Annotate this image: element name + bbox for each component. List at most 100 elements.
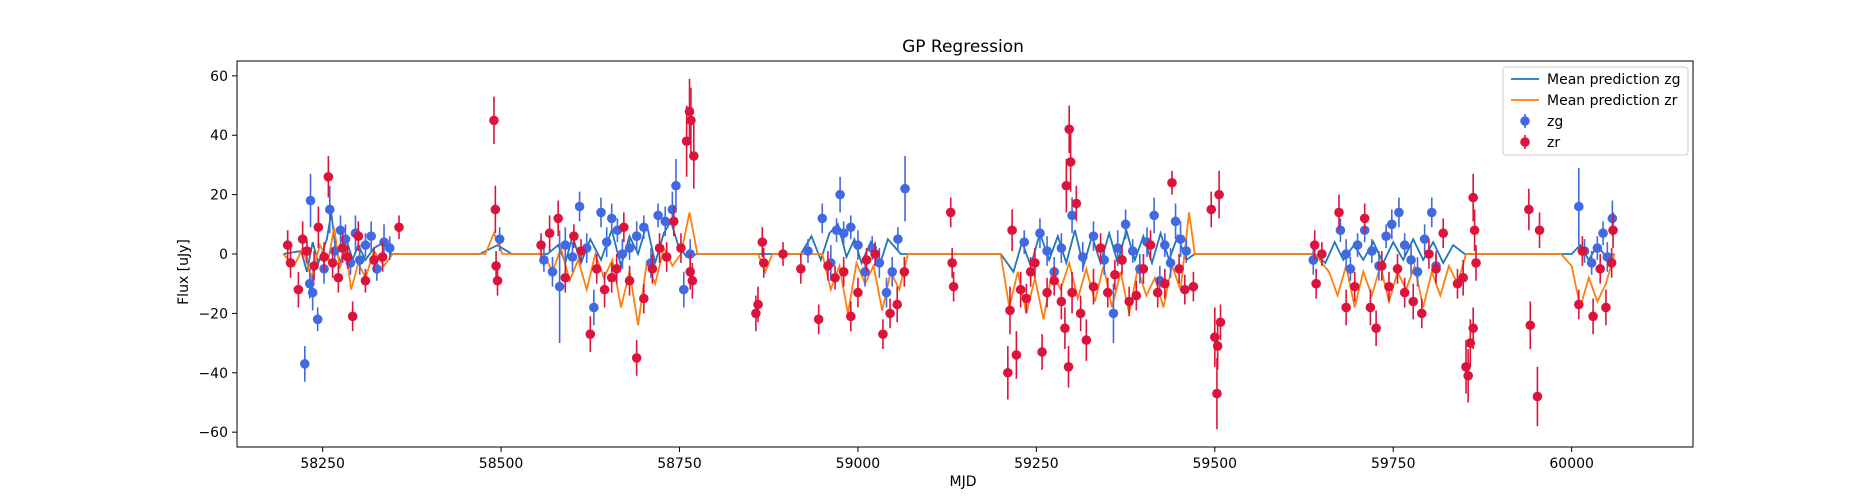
data-point-zr [1601,302,1611,313]
data-point-zg [803,246,813,256]
data-point-zr [885,308,895,319]
data-point-zr [861,255,872,265]
data-point-zr [1049,275,1060,286]
data-point-zr [1152,287,1163,298]
legend-label: Mean prediction zr [1547,93,1678,109]
data-point-zg [494,234,505,244]
data-point-zr [624,275,635,286]
data-point-zg [601,237,612,247]
data-point-zg [817,213,828,224]
data-point-zg [1345,264,1356,274]
data-point-zr [1037,347,1047,357]
data-point-zr [369,255,379,265]
data-point-zg [1308,255,1319,265]
data-point-zg [589,302,599,313]
x-tick-label: 58750 [657,456,702,472]
legend-box [1502,66,1689,156]
data-point-zg [1574,201,1584,212]
data-point-zg [1406,255,1416,265]
data-point-zr [899,267,910,277]
data-point-zr [1061,180,1072,191]
data-point-zg [366,231,376,241]
data-point-zr [619,222,629,233]
data-point-zr [1138,264,1149,274]
data-point-zr [1110,269,1120,280]
data-point-zr [599,284,610,295]
data-point-zg [1381,231,1391,241]
data-point-zg [667,204,678,215]
data-point-zg [567,252,578,262]
data-point-zr [948,281,959,292]
y-tick-label: 40 [210,128,228,144]
data-point-zr [1056,296,1067,307]
data-point-zr [1468,192,1478,203]
data-point-zg [354,255,365,265]
y-tick-label: 20 [210,188,228,204]
x-tick-label: 59500 [1193,456,1238,472]
data-point-zg [312,314,323,325]
y-tick-label: 0 [219,247,228,263]
data-point-zr [813,314,824,325]
data-point-zr [758,258,769,268]
data-point-zg [1035,228,1045,239]
data-point-zr [647,264,658,274]
data-point-zg [653,210,663,221]
x-tick-label: 59250 [1014,456,1059,472]
data-point-zr [1463,370,1473,381]
data-point-zg [539,255,549,265]
data-point-zr [1007,225,1017,236]
data-point-zg [1592,243,1603,253]
data-point-zg [384,243,395,253]
data-point-zr [676,243,686,253]
data-point-zr [838,267,849,277]
data-point-zg [1170,216,1181,227]
data-point-zg [893,234,903,244]
data-point-zg [1127,246,1138,256]
mean-line-1 [282,212,1616,326]
data-point-zr [285,258,296,268]
data-point-zr [830,272,840,283]
data-point-zr [892,299,902,310]
data-point-zg [838,228,849,239]
data-point-zr [846,311,856,322]
data-point-zg [307,287,318,298]
data-point-zr [1525,320,1536,331]
x-tick-label: 58500 [479,456,524,472]
data-point-zg [1367,246,1377,256]
data-point-zr [1341,302,1351,313]
legend-point-swatch [1520,137,1530,147]
data-point-zg [1165,258,1176,268]
data-point-zr [1212,341,1223,351]
data-point-zr [853,287,863,298]
data-point-zr [347,311,358,322]
legend-label: Mean prediction zg [1547,72,1681,88]
data-point-zg [1181,246,1192,256]
data-point-zr [1174,264,1184,274]
data-point-zr [1377,261,1387,271]
data-point-zr [1005,305,1015,316]
data-point-zr [1003,367,1013,378]
data-point-zr [1081,335,1092,345]
data-point-zg [1419,234,1430,244]
data-point-zg [887,267,897,277]
data-point-zg [324,204,335,215]
data-point-zr [1408,296,1419,307]
data-point-zr [684,106,695,117]
data-point-zr [1212,388,1222,399]
data-point-zr [1365,302,1376,313]
data-point-zg [624,243,635,253]
data-point-zr [1608,225,1618,236]
data-point-zr [1577,246,1588,256]
data-point-zg [547,267,558,277]
data-point-zr [491,261,501,271]
data-point-zr [1030,258,1040,268]
data-point-zg [596,207,606,218]
data-point-zr [576,246,586,256]
data-point-zg [631,231,642,241]
data-point-zr [685,267,696,277]
data-point-zr [353,231,364,241]
data-point-zr [687,275,698,286]
data-point-zg [860,267,870,277]
